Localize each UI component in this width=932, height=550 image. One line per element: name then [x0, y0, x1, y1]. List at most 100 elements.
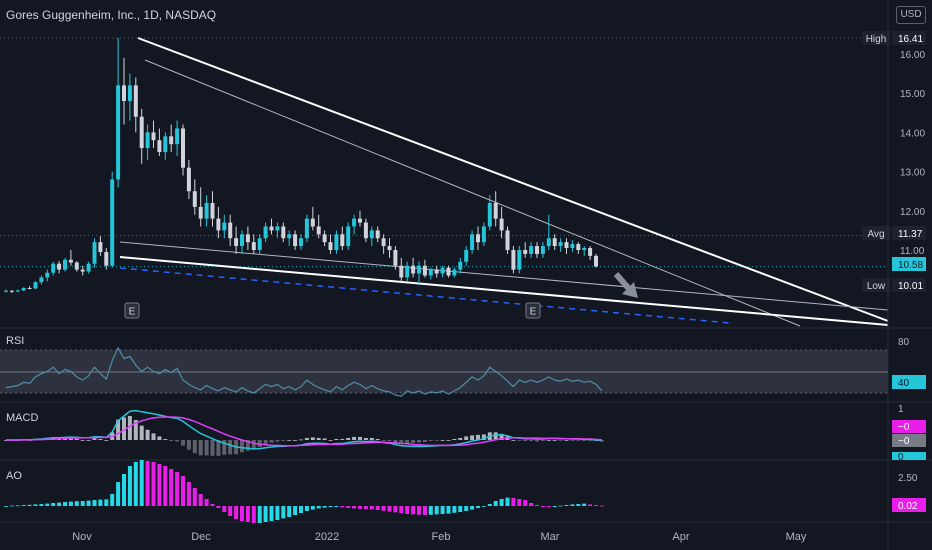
earnings-marker[interactable]: E: [525, 302, 541, 319]
candle-body: [493, 202, 498, 219]
candle-body: [422, 265, 427, 276]
macd-histogram-bar: [74, 438, 79, 440]
candle-body: [198, 206, 203, 219]
rsi-current-value: 40: [898, 378, 910, 389]
candle: [570, 240, 575, 252]
macd-histogram-bar: [127, 415, 132, 440]
ao-bar: [186, 482, 191, 506]
candle-body: [481, 226, 486, 243]
candle: [104, 248, 109, 270]
candle: [529, 242, 534, 258]
candle: [163, 132, 168, 160]
candle-body: [464, 250, 469, 262]
candle-body: [39, 277, 44, 283]
candle: [440, 265, 445, 278]
candle-body: [127, 85, 132, 102]
ao-bar: [535, 505, 539, 506]
ao-bar: [540, 506, 545, 507]
candle-body: [405, 265, 410, 278]
candle: [245, 226, 250, 250]
macd-histogram-bar: [334, 438, 339, 440]
candle: [15, 289, 20, 293]
macd-histogram-bar: [299, 439, 303, 441]
macd-histogram-bar: [157, 436, 162, 440]
ao-histogram: [4, 460, 604, 523]
ao-bar: [529, 503, 534, 506]
ao-bar: [257, 506, 262, 523]
macd-histogram-bar: [269, 440, 274, 443]
candle: [487, 195, 492, 231]
candle: [594, 253, 598, 268]
candle: [458, 257, 463, 274]
candle-body: [133, 85, 138, 117]
candle: [417, 261, 421, 286]
candle-body: [358, 218, 362, 223]
candle-body: [234, 238, 239, 247]
ao-bar: [110, 494, 115, 506]
earnings-marker[interactable]: E: [124, 302, 140, 319]
candle-body: [263, 226, 268, 239]
candle-body: [346, 226, 351, 247]
ao-bar: [546, 506, 551, 508]
ao-bar: [293, 506, 298, 515]
candle: [352, 214, 357, 235]
macd-histogram-bar: [340, 438, 345, 440]
chart-title: Gores Guggenheim, Inc., 1D, NASDAQ: [6, 8, 217, 22]
candle-body: [257, 238, 262, 250]
macd-histogram-bar: [216, 440, 221, 456]
candle: [80, 265, 85, 276]
ao-bar: [470, 506, 475, 510]
ao-bar: [588, 504, 593, 506]
macd-histogram-bar: [546, 440, 551, 441]
macd-histogram-bar: [517, 440, 522, 441]
candles-layer: [4, 37, 598, 294]
candle-body: [511, 250, 516, 270]
ao-bar: [281, 506, 286, 519]
ao-bar: [269, 506, 274, 521]
ao-bar: [86, 500, 91, 506]
candle: [446, 265, 451, 278]
candle-body: [328, 242, 333, 250]
ao-bar: [411, 506, 416, 515]
ao-bar: [582, 503, 587, 506]
price-tick-label: 13.00: [900, 168, 925, 179]
candle-body: [269, 226, 274, 231]
macd-histogram-bar: [328, 440, 333, 441]
macd-histogram-bar: [133, 420, 138, 440]
ao-bar: [576, 504, 581, 506]
grid-lines: [0, 37, 888, 267]
candle-body: [517, 250, 522, 270]
rsi-pane[interactable]: RSI 80 40: [0, 335, 926, 397]
candle: [481, 222, 486, 247]
ao-pane[interactable]: AO 2.50 0.02: [4, 460, 926, 523]
candle: [222, 214, 227, 239]
ao-bar: [92, 500, 97, 506]
time-axis: Nov Dec 2022 Feb Mar Apr May: [72, 531, 807, 543]
candle: [399, 257, 404, 282]
ao-bar: [322, 506, 327, 508]
ao-bar: [523, 500, 528, 506]
ao-bar: [328, 506, 333, 507]
ao-bar: [393, 506, 398, 513]
candle: [552, 234, 557, 250]
ao-bar: [405, 506, 410, 514]
ao-bar: [552, 506, 557, 507]
macd-histogram-bar: [599, 440, 604, 442]
candle: [393, 246, 398, 270]
candle-body: [122, 85, 126, 102]
candle: [499, 206, 504, 239]
candle-body: [68, 259, 73, 263]
macd-histogram-bar: [540, 440, 545, 442]
candle-body: [411, 265, 416, 274]
currency-button[interactable]: USD: [896, 6, 926, 24]
macd-pane[interactable]: MACD 1 −0 −0 0: [4, 404, 926, 463]
macd-histogram-bar: [387, 440, 392, 442]
ao-bar: [139, 460, 144, 506]
candle-body: [4, 290, 8, 292]
ao-bar: [98, 499, 103, 506]
ao-bar: [476, 506, 480, 508]
svg-text:Avg: Avg: [867, 229, 884, 240]
macd-histogram-bar: [245, 440, 250, 451]
candle: [181, 124, 185, 176]
